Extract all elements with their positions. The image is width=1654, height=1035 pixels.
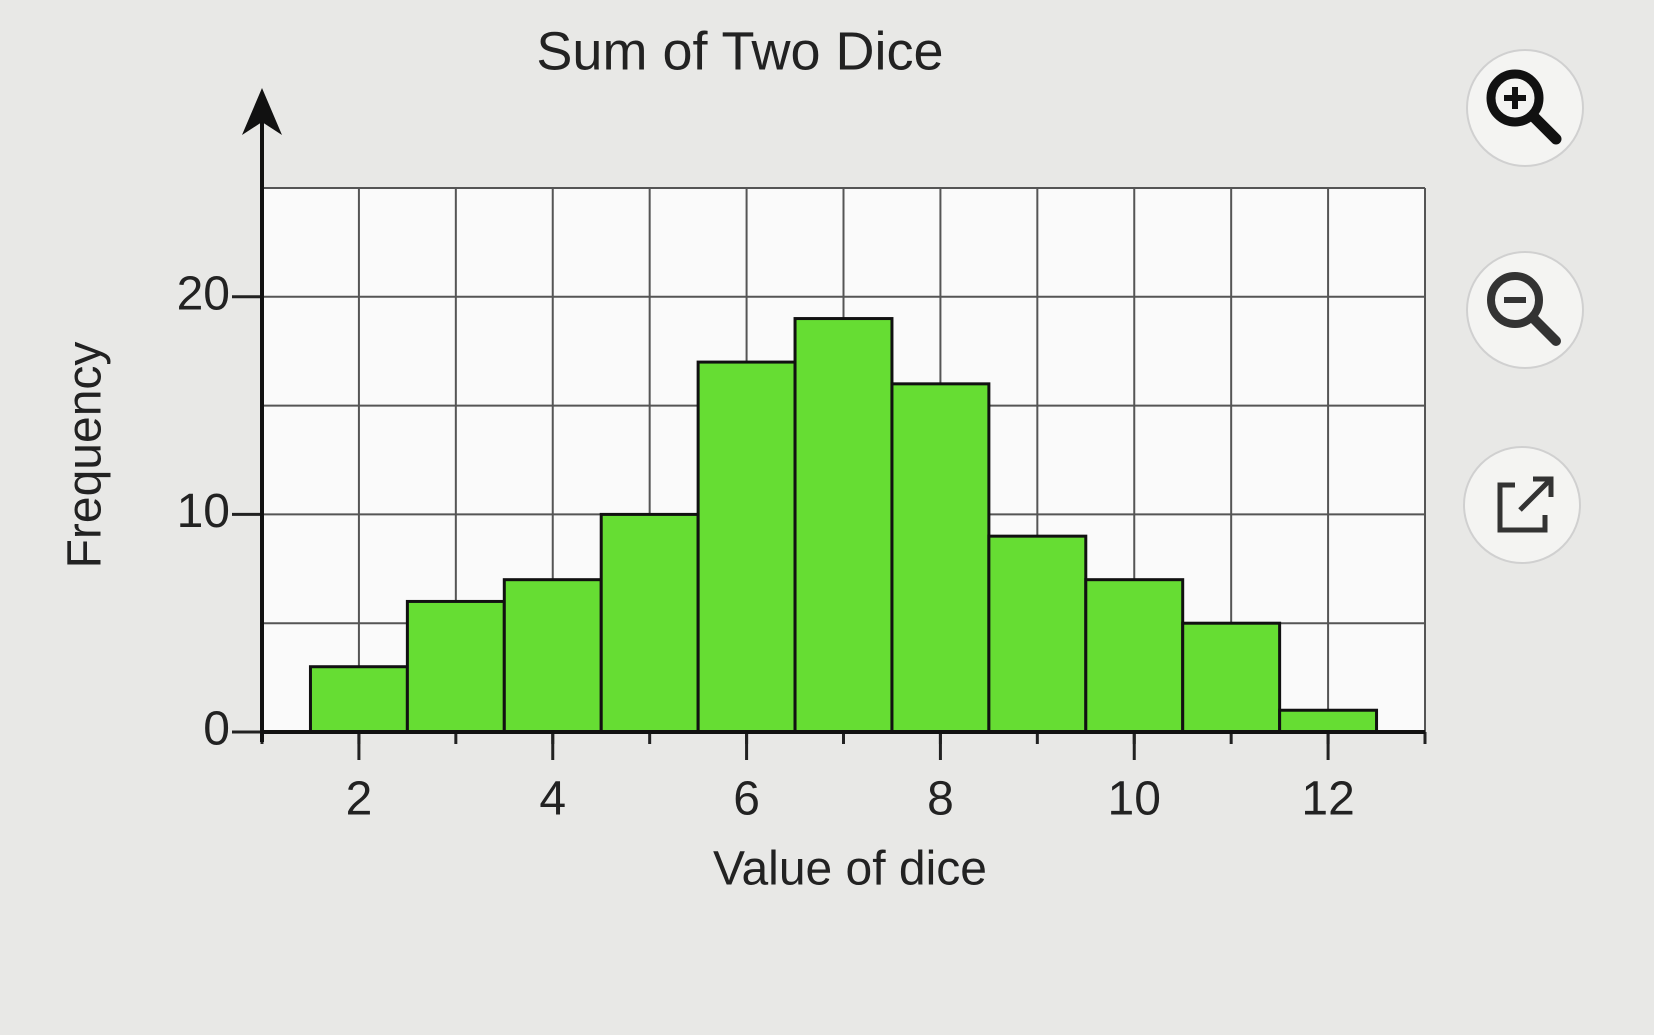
bar (1181, 621, 1282, 734)
x-tick-label: 10 (1108, 773, 1161, 826)
x-tick-label: 6 (733, 773, 760, 826)
y-tick-label: 10 (177, 485, 230, 538)
zoom-in-button[interactable] (1466, 49, 1584, 167)
bar (793, 317, 894, 734)
bar (599, 512, 700, 734)
x-tick-label: 4 (539, 773, 566, 826)
zoom-in-icon (1527, 110, 1562, 145)
bar (1278, 708, 1379, 734)
zoom-out-icon (1528, 313, 1561, 346)
y-tick-label: 20 (177, 267, 230, 320)
x-tick-label: 12 (1301, 773, 1354, 826)
bar (405, 599, 506, 734)
external-icon (1518, 476, 1554, 512)
bar (987, 534, 1088, 734)
chart-title: Sum of Two Dice (536, 21, 943, 81)
bar (890, 382, 991, 734)
x-tick-label: 2 (346, 773, 373, 826)
bar (502, 578, 603, 734)
zoom-in-icon (1486, 69, 1544, 127)
external-icon (1497, 482, 1548, 533)
open-external-button[interactable] (1463, 446, 1581, 564)
x-axis-label: Value of dice (713, 843, 987, 896)
bar (308, 665, 409, 734)
x-tick-label: 8 (927, 773, 954, 826)
y-axis-arrow (242, 88, 282, 135)
button-bg (1466, 49, 1584, 167)
button-bg (1466, 251, 1584, 369)
zoom-in-icon (1504, 87, 1526, 109)
bar (1084, 578, 1185, 734)
zoom-out-button[interactable] (1466, 251, 1584, 369)
y-axis-label: Frequency (59, 342, 112, 569)
y-tick-label: 0 (203, 703, 230, 756)
bar (696, 360, 797, 734)
zoom-out-icon (1487, 272, 1543, 328)
